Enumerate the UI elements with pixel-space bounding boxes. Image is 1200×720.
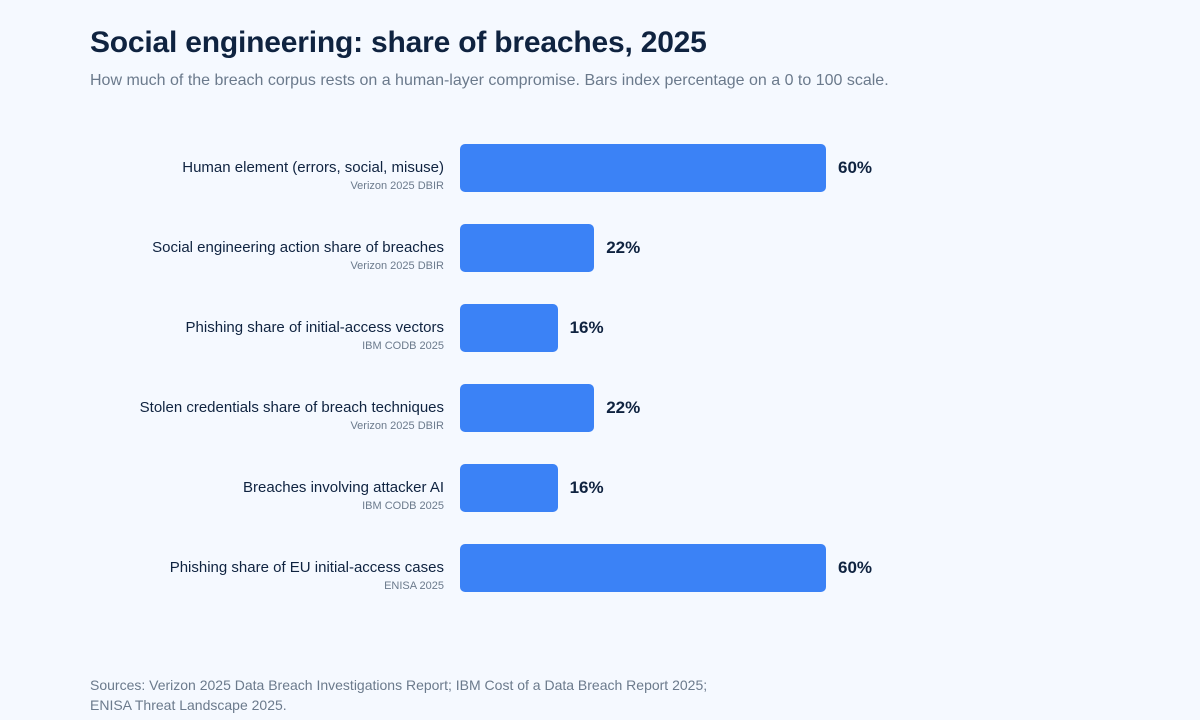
- bar: [460, 384, 595, 432]
- category-source: Verizon 2025 DBIR: [350, 420, 444, 432]
- category-label: Phishing share of EU initial-access case…: [169, 559, 444, 576]
- bar-value-label: 60%: [838, 558, 873, 577]
- bar-value-label: 22%: [606, 398, 641, 417]
- sources-line-1: Sources: Verizon 2025 Data Breach Invest…: [90, 677, 708, 693]
- category-source: Verizon 2025 DBIR: [350, 260, 444, 272]
- bar-row: Social engineering action share of breac…: [0, 224, 1200, 272]
- category-label: Stolen credentials share of breach techn…: [139, 399, 444, 416]
- bar: [460, 544, 826, 592]
- bar: [460, 304, 558, 352]
- bar-row: Stolen credentials share of breach techn…: [0, 384, 1200, 432]
- bar: [460, 464, 558, 512]
- bar-value-label: 22%: [606, 238, 641, 257]
- category-label: Breaches involving attacker AI: [243, 479, 444, 496]
- category-label: Phishing share of initial-access vectors: [185, 319, 444, 336]
- bar: [460, 224, 595, 272]
- sources-note: Sources: Verizon 2025 Data Breach Invest…: [90, 675, 707, 715]
- chart-title: Social engineering: share of breaches, 2…: [90, 26, 707, 59]
- category-label: Human element (errors, social, misuse): [182, 159, 444, 176]
- bar-value-label: 16%: [569, 318, 604, 337]
- bar-row: Phishing share of EU initial-access case…: [0, 544, 1200, 592]
- bar-row: Human element (errors, social, misuse) Ve…: [0, 144, 1200, 192]
- bar-chart: Human element (errors, social, misuse) Ve…: [0, 144, 1200, 604]
- bar-row: Breaches involving attacker AI IBM CODB 2…: [0, 464, 1200, 512]
- category-source: Verizon 2025 DBIR: [350, 180, 444, 192]
- bar: [460, 144, 826, 192]
- sources-line-2: ENISA Threat Landscape 2025.: [90, 697, 287, 713]
- category-source: ENISA 2025: [384, 580, 444, 592]
- bar-value-label: 16%: [569, 478, 604, 497]
- bar-value-label: 60%: [838, 158, 873, 177]
- chart-subtitle: How much of the breach corpus rests on a…: [90, 72, 889, 89]
- category-source: IBM CODB 2025: [362, 500, 444, 512]
- category-source: IBM CODB 2025: [362, 340, 444, 352]
- bar-row: Phishing share of initial-access vectors…: [0, 304, 1200, 352]
- category-label: Social engineering action share of breac…: [152, 239, 444, 256]
